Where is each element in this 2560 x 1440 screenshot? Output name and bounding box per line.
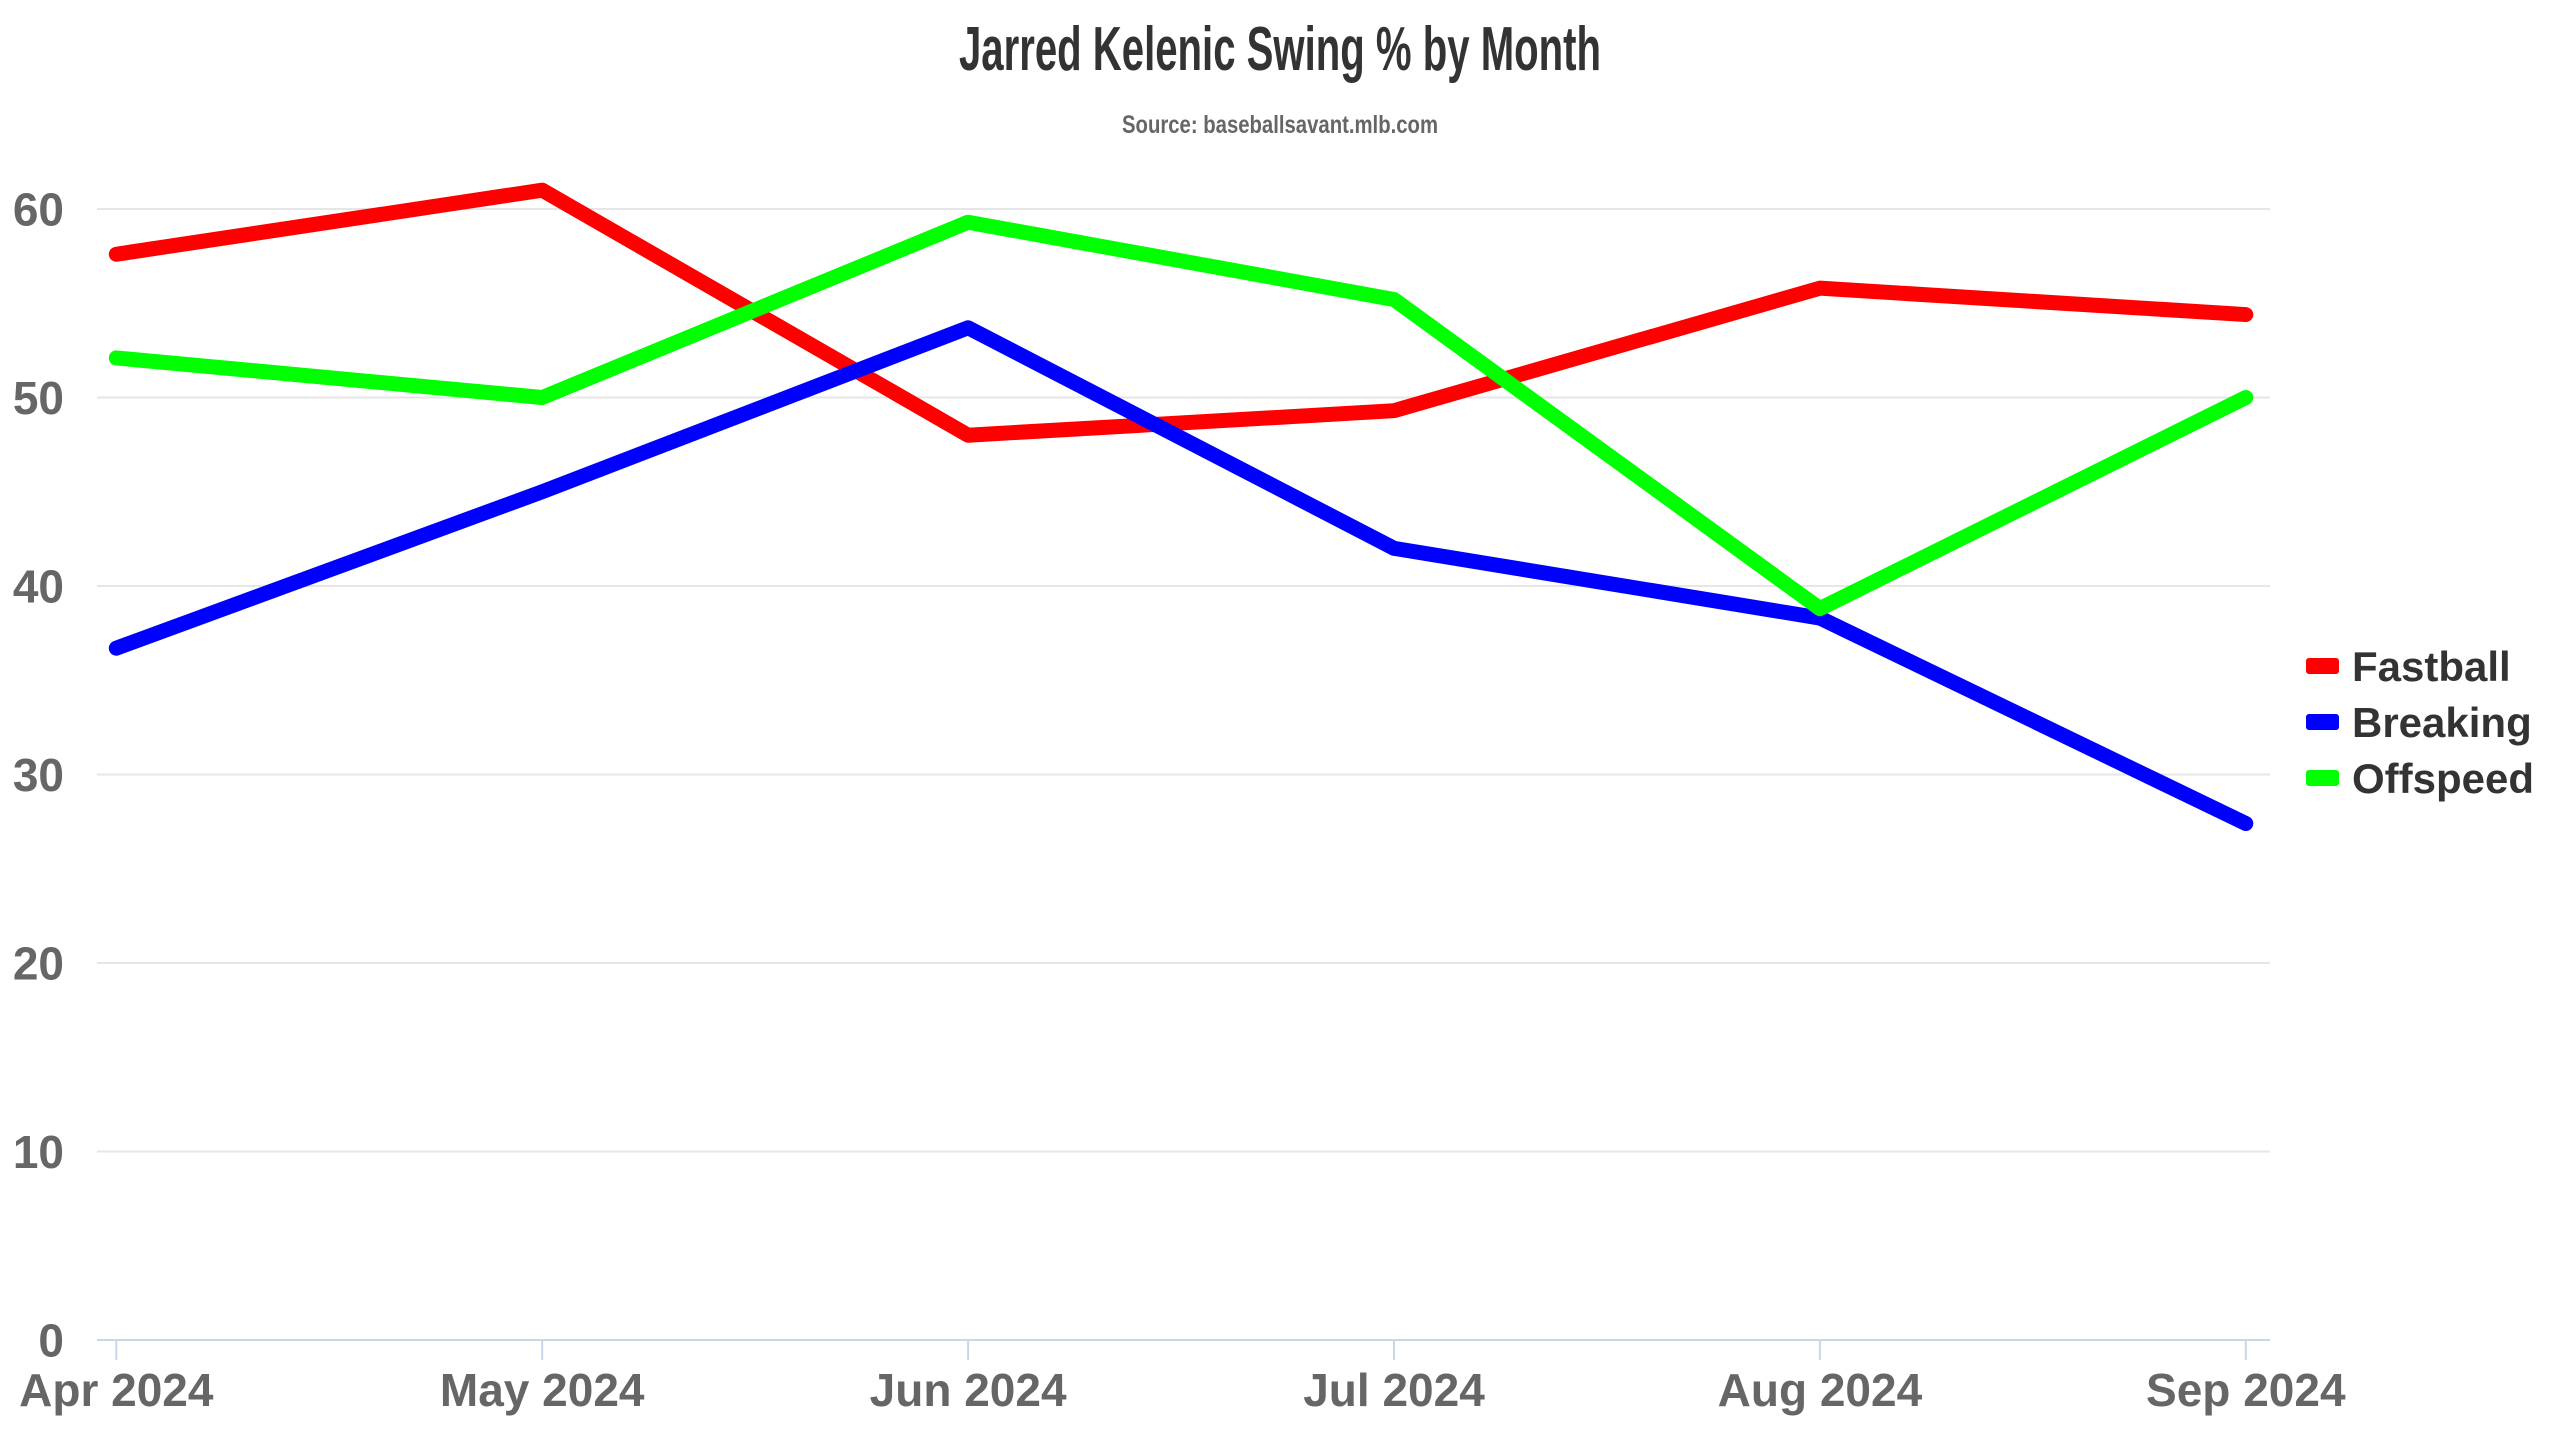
- legend-item-fastball[interactable]: Fastball: [2306, 643, 2511, 690]
- x-axis-label: Aug 2024: [1718, 1364, 1923, 1416]
- x-axis-label: Sep 2024: [2146, 1364, 2346, 1416]
- legend-label-offspeed: Offspeed: [2352, 755, 2534, 802]
- legend: Fastball Breaking Offspeed: [2306, 643, 2534, 802]
- x-axis-label: Jul 2024: [1303, 1364, 1485, 1416]
- y-axis-label: 10: [13, 1126, 64, 1178]
- legend-swatch-breaking: [2306, 714, 2339, 730]
- y-axis-label: 0: [38, 1315, 64, 1367]
- x-axis-label: Jun 2024: [870, 1364, 1067, 1416]
- chart-subtitle: Source: baseballsavant.mlb.com: [1122, 111, 1438, 139]
- legend-label-breaking: Breaking: [2352, 699, 2532, 746]
- x-axis-label: Apr 2024: [19, 1364, 214, 1416]
- y-axis-label: 60: [13, 184, 64, 236]
- legend-swatch-fastball: [2306, 658, 2339, 674]
- series-line-breaking[interactable]: [108, 320, 2254, 832]
- legend-swatch-offspeed: [2306, 770, 2339, 786]
- series-line-offspeed[interactable]: [108, 214, 2254, 617]
- y-axis-label: 50: [13, 372, 64, 424]
- x-axis-label: May 2024: [440, 1364, 645, 1416]
- legend-item-breaking[interactable]: Breaking: [2306, 699, 2532, 746]
- legend-label-fastball: Fastball: [2352, 643, 2511, 690]
- y-axis-label: 40: [13, 561, 64, 613]
- plot-area: 0 10 20 30 40 50 60 Apr 2024 May 2024 Jun 2024 Jul…: [13, 182, 2346, 1416]
- series-line-fastball[interactable]: [108, 182, 2254, 443]
- y-axis-label: 20: [13, 938, 64, 990]
- y-axis-label: 30: [13, 749, 64, 801]
- legend-item-offspeed[interactable]: Offspeed: [2306, 755, 2534, 802]
- chart-title: Jarred Kelenic Swing % by Month: [959, 15, 1601, 84]
